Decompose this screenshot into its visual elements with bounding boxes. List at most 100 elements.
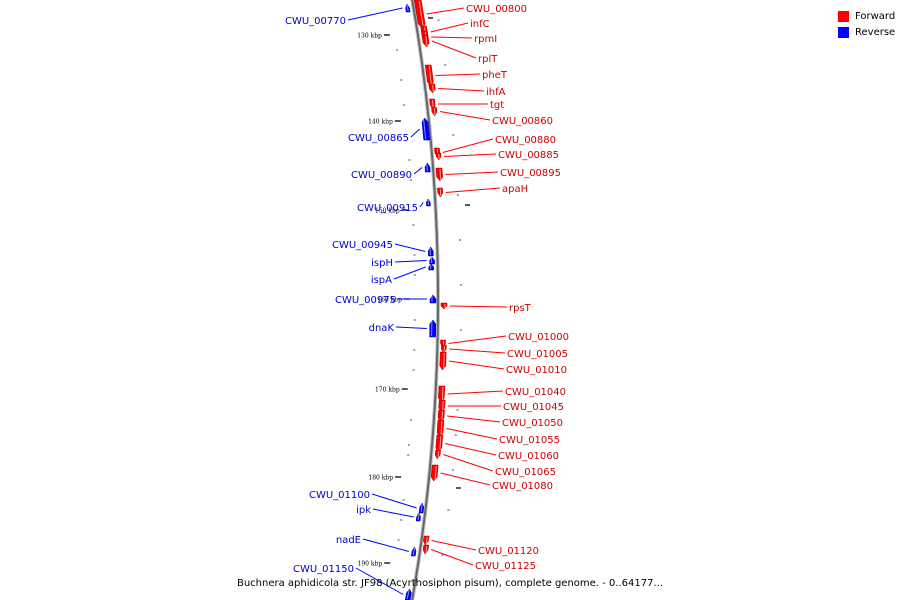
- forward-gene-label: pheT: [482, 70, 508, 81]
- forward-leader-line: [445, 171, 499, 175]
- tick-label: 140 kbp: [368, 119, 393, 126]
- feature-sheen: [439, 168, 442, 181]
- forward-gene-label: CWU_01045: [503, 402, 564, 413]
- feature-sheen: [418, 0, 424, 28]
- forward-leader-line: [438, 88, 485, 92]
- forward-gene-label: infC: [470, 19, 490, 30]
- reverse-feature-6: [428, 263, 434, 271]
- feature-sheen: [441, 410, 444, 422]
- reverse-feature-5: [429, 256, 435, 265]
- feature-sheen: [406, 589, 410, 600]
- reverse-leader-line: [362, 538, 410, 552]
- legend-forward: Forward: [838, 8, 895, 24]
- feature-sheen: [426, 163, 428, 172]
- reverse-leader-line: [371, 493, 417, 509]
- reverse-gene-label: ispH: [371, 258, 393, 269]
- reverse-gene-label: CWU_00890: [351, 170, 412, 181]
- forward-gene-label: CWU_01060: [498, 451, 559, 462]
- reverse-leader-line: [410, 128, 421, 138]
- forward-gene-label: CWU_01055: [499, 435, 560, 446]
- forward-gene-label: rplT: [478, 54, 498, 65]
- forward-feature-10: [435, 167, 443, 182]
- reverse-gene-label: CWU_00770: [285, 16, 346, 27]
- feature-sheen: [425, 536, 428, 545]
- forward-leader-line: [445, 187, 501, 193]
- feature-sheen: [423, 118, 427, 140]
- feature-sheen: [425, 35, 428, 47]
- reverse-gene-label: CWU_00865: [348, 133, 409, 144]
- forward-gene-label: CWU_01050: [502, 418, 563, 429]
- feature-sheen: [425, 545, 428, 554]
- forward-leader-line: [439, 111, 491, 121]
- reverse-gene-label: CWU_01100: [309, 490, 370, 501]
- feature-sheen: [433, 107, 436, 116]
- forward-gene-label: apaH: [502, 184, 528, 195]
- feature-sheen: [406, 4, 409, 12]
- legend-forward-label: Forward: [855, 10, 896, 22]
- reverse-gene-label: ispA: [371, 275, 392, 286]
- forward-gene-label: CWU_01125: [475, 561, 536, 572]
- feature-sheen: [439, 435, 442, 452]
- tick-label: 130 kbp: [357, 33, 382, 40]
- reverse-gene-label: nadE: [336, 535, 361, 546]
- forward-gene-label: CWU_01005: [507, 349, 568, 360]
- forward-leader-line: [431, 40, 477, 59]
- reverse-gene-label: CWU_00975: [335, 295, 396, 306]
- forward-feature-12: [440, 302, 448, 310]
- forward-leader-line: [442, 138, 494, 153]
- forward-leader-line: [443, 454, 494, 472]
- forward-feature-19: [436, 419, 445, 438]
- reverse-leader-line: [347, 7, 403, 21]
- tick-label: 150 kbp: [375, 208, 400, 215]
- forward-feature-22: [430, 464, 439, 482]
- reverse-gene-label: CWU_01150: [293, 564, 354, 575]
- forward-gene-label: CWU_00895: [500, 168, 561, 179]
- forward-feature-20: [435, 434, 444, 453]
- forward-gene-label: rpsT: [509, 303, 532, 314]
- feature-sheen: [434, 465, 437, 481]
- reverse-swatch: [838, 26, 849, 38]
- forward-gene-label: CWU_01120: [478, 546, 539, 557]
- forward-leader-line: [448, 335, 507, 344]
- forward-gene-label: CWU_01010: [506, 365, 567, 376]
- legend-reverse: Reverse: [838, 24, 895, 40]
- forward-leader-line: [449, 305, 508, 308]
- map-caption: Buchnera aphidicola str. JF98 (Acyrthosi…: [236, 578, 664, 589]
- feature-sheen: [441, 386, 444, 402]
- tick-label: 180 kbp: [368, 475, 393, 482]
- reverse-feature-4: [428, 246, 434, 257]
- forward-leader-line: [440, 472, 491, 486]
- reverse-leader-line: [394, 260, 427, 263]
- legend: Forward Reverse: [838, 8, 895, 40]
- tick-label: 160 kbp: [377, 297, 402, 304]
- forward-leader-line: [447, 415, 501, 423]
- feature-sheen: [442, 400, 444, 412]
- forward-leader-line: [431, 36, 473, 39]
- reverse-gene-label: CWU_00945: [332, 240, 393, 251]
- forward-leader-line: [426, 7, 465, 15]
- forward-gene-label: tgt: [490, 100, 504, 111]
- feature-sheen: [417, 513, 420, 521]
- forward-gene-label: ihfA: [486, 87, 506, 98]
- forward-gene-label: CWU_00885: [498, 150, 559, 161]
- legend-reverse-label: Reverse: [855, 26, 896, 38]
- reverse-leader-line: [355, 567, 404, 595]
- forward-leader-line: [448, 360, 505, 370]
- forward-leader-line: [430, 22, 469, 33]
- forward-gene-label: CWU_01065: [495, 467, 556, 478]
- forward-leader-line: [444, 153, 497, 157]
- reverse-leader-line: [395, 326, 427, 329]
- forward-gene-label: CWU_01080: [492, 481, 553, 492]
- reverse-gene-label: ipk: [356, 505, 371, 516]
- forward-leader-line: [435, 73, 481, 76]
- tick-label: 170 kbp: [375, 387, 400, 394]
- forward-swatch: [838, 10, 849, 22]
- forward-gene-label: CWU_00800: [466, 4, 527, 15]
- reverse-gene-label: dnaK: [369, 323, 395, 334]
- forward-feature-5: [428, 83, 436, 94]
- forward-gene-label: CWU_01040: [505, 387, 566, 398]
- forward-leader-line: [447, 390, 504, 395]
- tick-label: 190 kbp: [358, 561, 383, 568]
- reverse-feature-7: [429, 294, 437, 304]
